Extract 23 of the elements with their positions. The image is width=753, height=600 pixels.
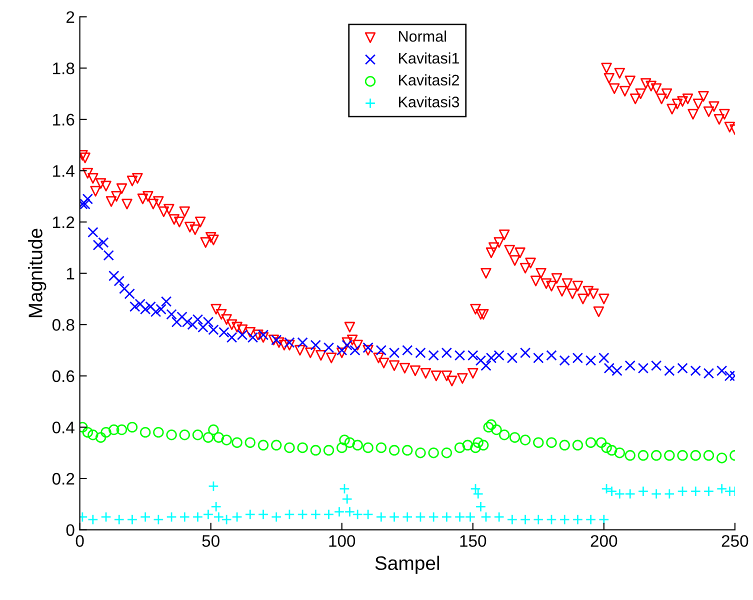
y-tick-label: 1.4 [53, 165, 74, 177]
y-tick-label: 0.4 [52, 422, 74, 434]
x-tick-label: 100 [329, 535, 356, 547]
legend-label: Normal [399, 30, 446, 42]
legend-label: Kavitasi2 [399, 74, 459, 86]
y-tick-label: 0.6 [52, 370, 74, 382]
x-tick-label: 50 [202, 535, 220, 547]
y-tick-label: 1.6 [53, 114, 74, 126]
y-axis-title: Magnitude [28, 228, 46, 318]
y-tick-label: 1.8 [53, 62, 74, 74]
x-axis-title: Sampel [375, 556, 440, 574]
legend-label: Kavitasi1 [399, 52, 460, 64]
x-tick-label: 200 [590, 535, 618, 547]
y-tick-label: 1.2 [53, 216, 74, 228]
y-tick-label: 0.8 [52, 319, 74, 331]
x-tick-label: 150 [460, 535, 486, 547]
y-tick-label: 1 [66, 268, 74, 280]
x-tick-label: 0 [76, 535, 84, 547]
y-tick-label: 0 [66, 524, 74, 536]
legend-label: Kavitasi3 [399, 96, 460, 108]
y-tick-label: 0.2 [52, 472, 74, 485]
x-tick-label: 250 [722, 535, 748, 547]
y-tick-label: 2 [66, 11, 74, 23]
